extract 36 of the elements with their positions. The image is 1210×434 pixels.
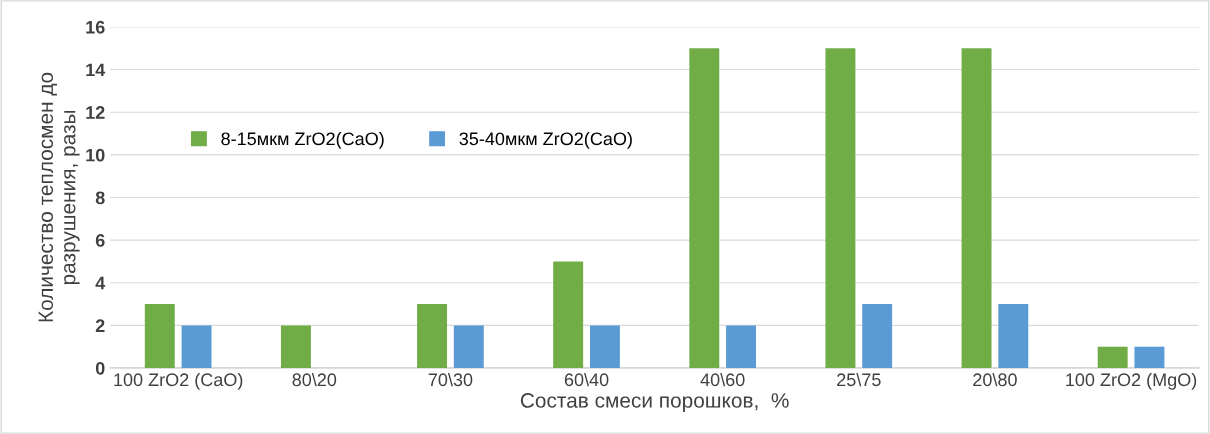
x-tick-label: 20\80 (973, 372, 1017, 387)
legend-label: 8-15мкм ZrO2(CaO) (221, 131, 384, 149)
bar (181, 325, 212, 369)
bar (862, 304, 893, 369)
x-tick-label: 60\40 (564, 372, 609, 387)
bar (961, 48, 992, 369)
x-tick-label: 25\75 (837, 372, 881, 387)
x-tick-label: 40\60 (700, 372, 745, 387)
legend-label: 35-40мкм ZrO2(CaO) (459, 131, 632, 149)
bar (825, 48, 856, 369)
bar (589, 325, 620, 369)
y-tick-label: 14 (86, 63, 106, 77)
bar (689, 48, 720, 369)
y-tick-label: 10 (86, 148, 105, 162)
bar (726, 325, 757, 369)
x-tick-label: 100 ZrO2 (MgO) (1066, 372, 1197, 390)
bar (998, 304, 1029, 369)
bar (553, 261, 584, 369)
y-tick-label: 4 (95, 276, 106, 290)
y-tick-label: 16 (86, 20, 105, 34)
y-tick-label: 6 (95, 234, 105, 247)
y-tick-label: 2 (95, 319, 105, 332)
bar (1097, 346, 1128, 369)
y-axis-title: Количество теплосмен до разрушения, разы (38, 72, 80, 322)
x-tick-label: 100 ZrO2 (CaO) (114, 372, 243, 390)
x-tick-label: 70\30 (428, 372, 473, 387)
bar (453, 325, 484, 369)
y-tick-label: 8 (95, 191, 105, 205)
bar (417, 304, 448, 369)
y-tick-label: 12 (86, 106, 105, 119)
x-axis-title: Состав смеси порошков, % (520, 393, 789, 412)
bar (1134, 346, 1165, 369)
bar (144, 304, 175, 369)
y-tick-label: 0 (95, 361, 105, 375)
x-tick-label: 80\20 (292, 372, 337, 387)
bar (280, 325, 311, 369)
